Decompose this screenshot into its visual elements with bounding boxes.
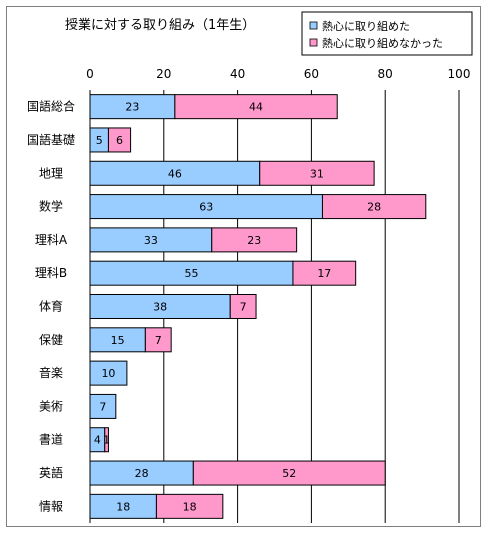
category-label: 体育 [39,299,63,314]
legend-label-series-1: 熱心に取り組めた [322,20,410,33]
bar-not-engaged [104,427,109,453]
bar-not-engaged [292,260,357,286]
bar-not-engaged [144,327,172,353]
bar-not-engaged [229,294,257,319]
bar-not-engaged [155,493,224,519]
bar-not-engaged [321,194,427,220]
bar-engaged [89,393,117,419]
data-label-not-engaged: 7 [240,301,247,314]
data-label-engaged: 7 [99,400,106,413]
bar-engaged [89,260,294,286]
data-label-engaged: 46 [168,167,182,180]
x-tick-label-60: 60 [304,67,319,81]
plot-area: 0 20 40 60 80 100 国語総合 23 44 国語基礎 5 6 地理 46 31 数学 63 28 理科… [27,67,470,523]
category-label: 書道 [39,433,63,447]
x-tick-label-40: 40 [230,67,245,81]
legend-box [301,11,473,56]
category-label: 美術 [39,399,63,413]
bar-engaged [89,460,194,486]
category-label: 地理 [39,166,63,180]
category-label: 理科A [35,233,68,247]
category-label: 数学 [39,199,63,214]
data-label-engaged: 18 [116,500,130,513]
data-label-not-engaged: 23 [247,234,261,247]
legend-swatch-series-2 [309,38,318,47]
data-label-not-engaged: 31 [310,167,324,180]
bar-not-engaged [107,127,132,153]
category-label: 音楽 [39,365,63,380]
data-label-engaged: 23 [125,101,139,114]
data-label-not-engaged: 1 [103,434,110,447]
bar-engaged [89,360,128,386]
category-label: 理科B [35,266,67,280]
data-label-engaged: 55 [184,267,198,280]
bar-not-engaged [192,460,386,486]
category-label: 国語基礎 [27,132,75,147]
bar-not-engaged [174,94,338,120]
legend: 熱心に取り組めた 熱心に取り組めなかった [301,11,473,56]
data-label-not-engaged: 6 [116,134,123,147]
x-tick-label-0: 0 [86,67,94,81]
data-label-engaged: 15 [111,334,125,347]
chart-svg: 授業に対する取り組み（1年生） 熱心に取り組めた 熱心に取り組めなかった 0 20… [27,11,473,523]
category-label: 英語 [39,465,63,480]
x-tick-label-20: 20 [156,67,171,81]
data-label-not-engaged: 28 [367,201,381,214]
category-label: 情報 [39,499,63,513]
data-label-engaged: 28 [135,467,149,480]
legend-label-series-2: 熱心に取り組めなかった [322,37,443,50]
category-label: 保健 [39,333,63,347]
data-label-engaged: 63 [199,201,213,214]
data-label-engaged: 4 [94,434,101,447]
data-label-not-engaged: 17 [317,267,331,280]
data-label-not-engaged: 44 [249,101,263,114]
x-tick-label-80: 80 [378,67,393,81]
x-tick-label-100: 100 [448,67,471,81]
bar-engaged [89,327,146,353]
bar-engaged [89,160,261,186]
chart-title: 授業に対する取り組み（1年生） [65,17,255,33]
bar-not-engaged [211,227,298,253]
data-label-not-engaged: 52 [282,467,296,480]
data-label-not-engaged: 7 [155,334,162,347]
data-label-engaged: 38 [153,301,167,314]
bar-not-engaged [259,160,375,186]
data-label-not-engaged: 18 [183,500,197,513]
chart-frame: 授業に対する取り組み（1年生） 熱心に取り組めた 熱心に取り組めなかった 0 20… [6,6,481,527]
category-label: 国語総合 [27,99,75,114]
bar-engaged [89,194,323,220]
legend-swatch-series-1 [309,21,318,30]
data-label-engaged: 33 [144,234,158,247]
bar-engaged [89,493,157,519]
data-label-engaged: 5 [96,134,103,147]
data-label-engaged: 10 [101,367,115,380]
